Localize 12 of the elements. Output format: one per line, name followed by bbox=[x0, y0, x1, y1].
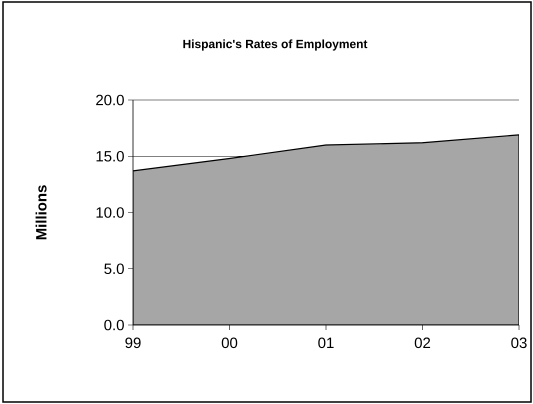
y-tick-label: 10.0 bbox=[96, 207, 124, 218]
x-tick-label: 00 bbox=[222, 338, 238, 348]
y-tick-label: 15.0 bbox=[96, 150, 124, 162]
x-tick-label: 01 bbox=[318, 338, 334, 348]
x-tick-label: 03 bbox=[511, 338, 527, 348]
x-tick-label: 02 bbox=[414, 338, 430, 348]
chart-title: Hispanic's Rates of Employment bbox=[183, 39, 368, 51]
y-tick-label: 0.0 bbox=[104, 320, 124, 330]
x-tick-label: 99 bbox=[125, 338, 141, 348]
y-axis-title: Millions bbox=[36, 185, 47, 240]
y-tick-label: 5.0 bbox=[104, 263, 124, 274]
y-tick-label: 20.0 bbox=[96, 94, 124, 106]
